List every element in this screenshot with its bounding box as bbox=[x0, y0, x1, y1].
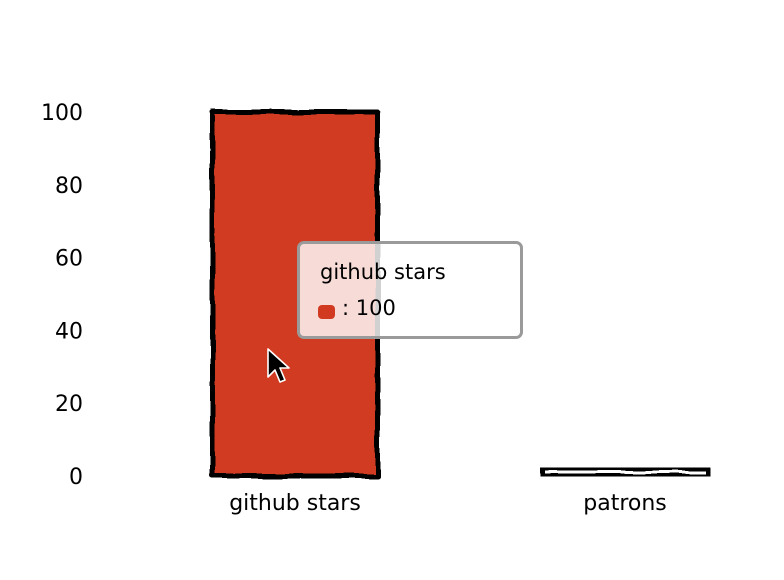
y-tick-label: 0 bbox=[69, 465, 83, 490]
y-tick-label: 40 bbox=[55, 319, 83, 344]
y-tick-label: 100 bbox=[41, 101, 83, 126]
y-tick-label: 80 bbox=[55, 174, 83, 199]
tooltip-swatch bbox=[318, 305, 335, 319]
x-category-label: github stars bbox=[229, 491, 361, 516]
tooltip-value: : 100 bbox=[342, 296, 396, 320]
y-tick-label: 60 bbox=[55, 247, 83, 272]
axes-layer bbox=[103, 106, 757, 480]
x-category-label: patrons bbox=[583, 491, 667, 516]
tooltip: github stars : 100 bbox=[297, 241, 523, 339]
labels-layer: 0 20 40 60 80 100 github stars patrons bbox=[41, 101, 667, 516]
mouse-pointer-icon bbox=[267, 348, 290, 383]
tooltip-title: github stars bbox=[320, 260, 446, 284]
y-tick-label: 20 bbox=[55, 392, 83, 417]
